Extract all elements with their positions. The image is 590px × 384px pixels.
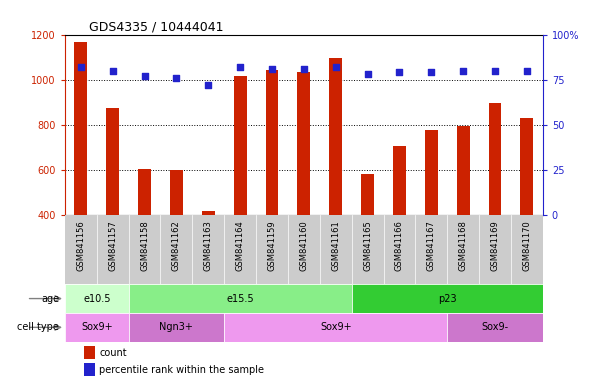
Text: GSM841161: GSM841161 [331,220,340,271]
Bar [74,43,87,215]
Text: GSM841158: GSM841158 [140,220,149,271]
Bar [138,169,151,215]
Text: e15.5: e15.5 [227,293,254,304]
Bar [393,146,406,215]
Bar [520,118,533,215]
Bar [202,210,215,215]
Text: percentile rank within the sample: percentile rank within the sample [99,365,264,375]
Bar [266,70,278,215]
Bar [425,131,438,215]
Text: GSM841162: GSM841162 [172,220,181,271]
Point [76,64,86,70]
Text: GSM841170: GSM841170 [522,220,532,271]
Text: GSM841157: GSM841157 [108,220,117,271]
Bar [129,284,352,313]
Bar [234,76,247,215]
Text: Sox9-: Sox9- [481,322,509,333]
Bar [106,108,119,215]
Bar [489,103,502,215]
Text: GDS4335 / 10444041: GDS4335 / 10444041 [89,20,223,33]
Text: GSM841163: GSM841163 [204,220,213,271]
Text: cell type: cell type [17,322,59,333]
Point [363,71,372,77]
Bar [170,170,183,215]
Point [299,66,309,72]
Text: count: count [99,348,127,358]
Bar [447,313,543,342]
Text: GSM841169: GSM841169 [490,220,500,271]
Text: age: age [41,293,59,304]
Bar [65,313,129,342]
Point [140,73,149,79]
Bar [457,126,470,215]
Bar [352,284,543,313]
Bar [297,72,310,215]
Point [458,68,468,74]
Text: Ngn3+: Ngn3+ [159,322,194,333]
Text: GSM841156: GSM841156 [76,220,86,271]
Text: GSM841168: GSM841168 [458,220,468,271]
Text: e10.5: e10.5 [83,293,110,304]
Bar [129,313,224,342]
Text: GSM841167: GSM841167 [427,220,436,271]
Text: GSM841159: GSM841159 [267,220,277,271]
Bar [65,284,129,313]
Text: Sox9+: Sox9+ [320,322,352,333]
Bar [84,346,94,359]
Text: GSM841164: GSM841164 [235,220,245,271]
Text: p23: p23 [438,293,457,304]
Point [108,68,117,74]
Bar [361,174,374,215]
Point [204,82,213,88]
Point [172,75,181,81]
Bar [224,313,447,342]
Point [490,68,500,74]
Bar [84,363,94,376]
Point [267,66,277,72]
Point [395,70,404,76]
Text: GSM841166: GSM841166 [395,220,404,271]
Text: GSM841165: GSM841165 [363,220,372,271]
Text: GSM841160: GSM841160 [299,220,309,271]
Point [331,64,340,70]
Point [427,70,436,76]
Bar [329,58,342,215]
Text: Sox9+: Sox9+ [81,322,113,333]
Point [235,64,245,70]
Point [522,68,532,74]
